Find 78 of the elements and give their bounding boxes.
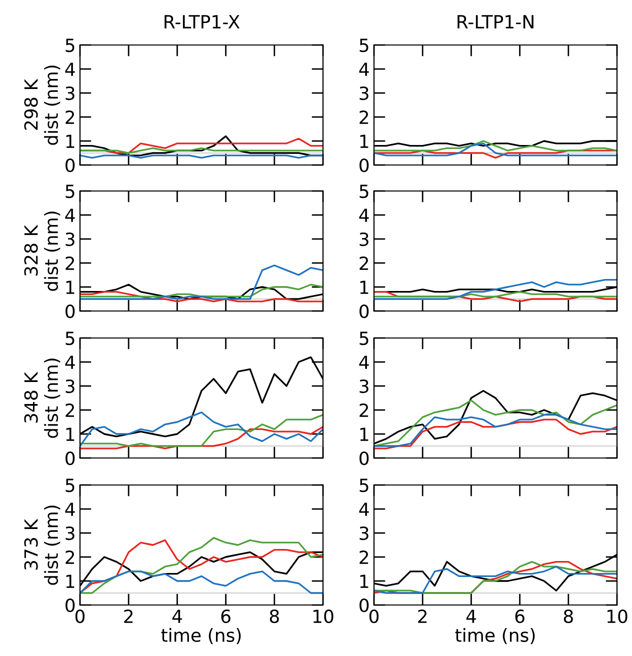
x-tick-label: 0	[75, 609, 85, 624]
y-tick-label: 0	[360, 158, 369, 172]
y-tick-label: 2	[360, 110, 368, 124]
line-series	[374, 414, 617, 447]
y-tick-label: 0	[66, 158, 75, 172]
x-tick-label: 2	[124, 609, 133, 623]
y-tick-label: 4	[65, 356, 75, 369]
y-tick-label: 3	[360, 232, 368, 246]
chart-title: R-LTP1-N	[458, 15, 534, 28]
y-tick-label: 5	[66, 38, 74, 52]
y-tick-label: 0	[66, 598, 75, 612]
line-series	[80, 290, 323, 302]
line-series	[374, 142, 617, 156]
x-tick-label: 4	[466, 610, 476, 623]
x-tick-label: 0	[369, 609, 379, 624]
line-series	[374, 278, 617, 300]
y-tick-label: 5	[66, 478, 74, 492]
y-tick-label: 4	[359, 208, 369, 222]
y-tick-label: 2	[360, 550, 368, 564]
x-axis-title: time (ns)	[161, 628, 241, 644]
y-tick-label: 3	[66, 232, 74, 246]
y-tick-label: 5	[360, 478, 368, 492]
x-tick-label: 4	[172, 610, 182, 623]
y-tick-label: 4	[359, 62, 369, 76]
y-tick-label: 2	[360, 256, 368, 270]
x-axis-title: time (ns)	[455, 628, 535, 644]
y-tick-label: 1	[360, 280, 368, 294]
y-tick-label: 5	[360, 332, 368, 346]
y-tick-label: 1	[66, 428, 74, 441]
y-tick-label: 4	[65, 62, 75, 76]
line-series	[374, 400, 617, 447]
y-tick-label: 0	[360, 304, 369, 318]
y-axis-title: 328 K dist (nm)	[24, 212, 60, 291]
y-tick-label: 0	[66, 451, 75, 466]
y-tick-label: 3	[360, 86, 368, 100]
x-tick-label: 6	[515, 609, 524, 624]
y-tick-label: 3	[360, 526, 368, 540]
y-tick-label: 5	[66, 184, 74, 198]
y-tick-label: 1	[360, 428, 368, 441]
y-axis-title: 373 K dist (nm)	[24, 506, 60, 585]
y-tick-label: 1	[66, 134, 74, 148]
y-tick-label: 1	[360, 134, 368, 148]
y-tick-label: 2	[66, 550, 74, 564]
x-tick-label: 2	[418, 609, 427, 623]
y-tick-label: 5	[360, 184, 368, 198]
y-tick-label: 3	[66, 379, 74, 394]
x-tick-label: 8	[270, 609, 279, 624]
y-tick-label: 2	[66, 403, 74, 417]
y-tick-label: 2	[360, 403, 368, 417]
chart-title: R-LTP1-X	[164, 15, 240, 28]
y-tick-label: 4	[65, 208, 75, 222]
y-tick-label: 1	[66, 574, 74, 588]
y-tick-label: 1	[66, 280, 74, 294]
y-tick-label: 0	[360, 451, 369, 466]
y-tick-label: 3	[66, 526, 74, 540]
line-series	[374, 140, 617, 152]
y-tick-label: 4	[65, 502, 75, 516]
y-axis-title: 298 K dist (nm)	[24, 66, 60, 145]
y-tick-label: 2	[66, 110, 74, 124]
x-tick-label: 8	[564, 609, 573, 624]
y-tick-label: 3	[66, 86, 74, 100]
y-tick-label: 3	[360, 379, 368, 394]
y-tick-label: 0	[360, 598, 369, 612]
x-tick-label: 10	[313, 609, 334, 624]
y-tick-label: 5	[66, 332, 74, 346]
y-tick-label: 2	[66, 256, 74, 270]
y-tick-label: 5	[360, 38, 368, 52]
x-tick-label: 6	[221, 609, 230, 624]
y-tick-label: 1	[360, 574, 368, 588]
line-series	[80, 570, 323, 594]
y-axis-title: 348 K dist (nm)	[24, 358, 60, 438]
line-series	[80, 426, 323, 450]
line-series	[80, 264, 323, 300]
y-tick-label: 4	[359, 356, 369, 369]
y-tick-label: 0	[66, 304, 75, 318]
y-tick-label: 4	[359, 502, 369, 516]
line-series	[374, 418, 617, 450]
x-tick-label: 10	[607, 609, 628, 624]
